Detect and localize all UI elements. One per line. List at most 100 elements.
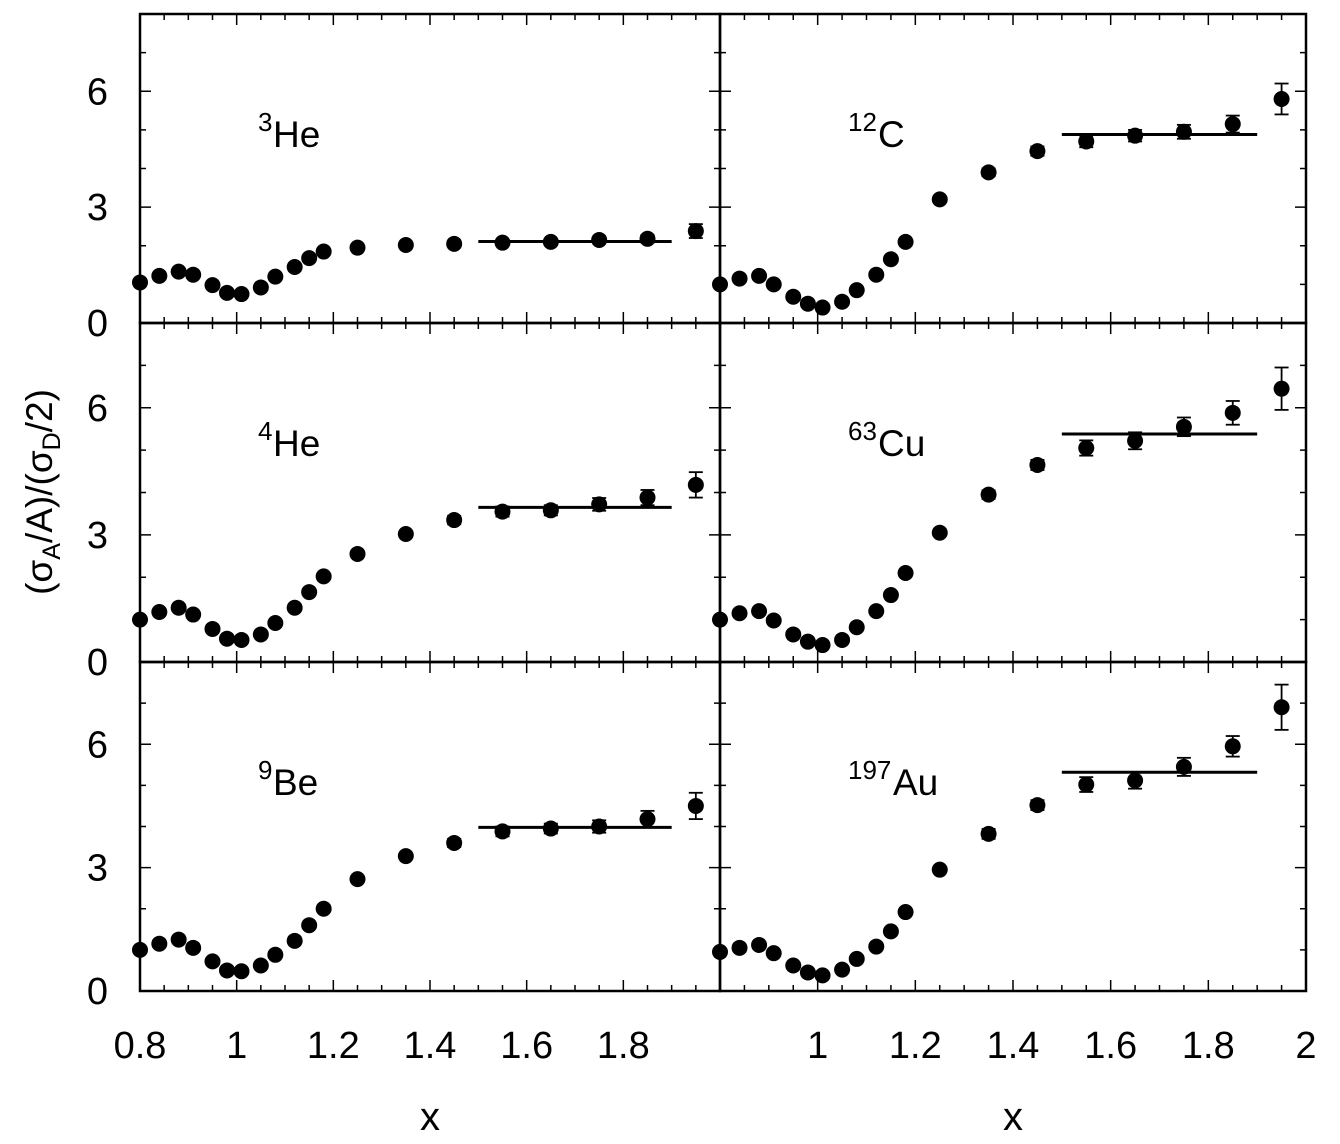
y-axis-label-sub-d: D: [38, 432, 66, 450]
x-axis-label: x: [420, 1095, 440, 1139]
data-point: [687, 223, 704, 240]
data-point: [591, 496, 608, 513]
data-point: [151, 935, 168, 952]
data-point: [185, 266, 202, 283]
nucleus-label: Cu: [878, 423, 925, 464]
data-point: [1078, 133, 1095, 150]
data-point: [170, 263, 187, 280]
data-point: [301, 917, 318, 934]
x-tick-label: 2: [1295, 1025, 1316, 1067]
data-point: [349, 545, 366, 562]
x-tick-label: 0.8: [114, 1025, 167, 1067]
data-point: [799, 964, 816, 981]
data-point: [639, 230, 656, 247]
data-point: [931, 191, 948, 208]
x-tick-label: 1.4: [987, 1025, 1040, 1067]
data-point: [687, 797, 704, 814]
data-point: [848, 950, 865, 967]
data-point: [882, 923, 899, 940]
data-point: [639, 489, 656, 506]
data-point: [252, 279, 269, 296]
data-point: [170, 599, 187, 616]
data-point: [731, 605, 748, 622]
nucleus-mass-number: 12: [848, 107, 877, 137]
data-point: [882, 251, 899, 268]
data-point: [591, 818, 608, 835]
panel-frame: [718, 321, 1308, 664]
data-point: [1078, 776, 1095, 793]
data-point: [233, 963, 250, 980]
data-point: [1175, 418, 1192, 435]
data-point: [1127, 127, 1144, 144]
nucleus-mass-number: 63: [848, 416, 877, 446]
data-point: [814, 967, 831, 984]
data-point: [897, 904, 914, 921]
data-point: [687, 476, 704, 493]
data-point: [1175, 123, 1192, 140]
data-point: [814, 299, 831, 316]
data-point: [897, 233, 914, 250]
data-point: [170, 931, 187, 948]
data-point: [151, 603, 168, 620]
data-point: [494, 823, 511, 840]
data-point: [204, 620, 221, 637]
panel-frame: [138, 12, 722, 325]
y-axis-label-close: /2): [19, 389, 60, 432]
data-point: [591, 231, 608, 248]
data-point: [315, 900, 332, 917]
data-point: [315, 243, 332, 260]
data-point: [204, 277, 221, 294]
data-point: [286, 599, 303, 616]
data-point: [785, 288, 802, 305]
data-point: [233, 286, 250, 303]
data-point: [301, 250, 318, 267]
data-point: [731, 270, 748, 287]
data-point: [542, 820, 559, 837]
data-point: [897, 565, 914, 582]
data-point: [1224, 404, 1241, 421]
data-point: [397, 236, 414, 253]
y-tick-label: 3: [87, 187, 108, 229]
panel-frame: [718, 12, 1308, 325]
data-point: [1175, 758, 1192, 775]
panel-frame: [718, 660, 1308, 993]
data-point: [1273, 380, 1290, 397]
data-point: [785, 626, 802, 643]
data-point: [1224, 116, 1241, 133]
data-point: [980, 164, 997, 181]
x-tick-label: 1.2: [307, 1025, 360, 1067]
y-tick-label: 6: [87, 388, 108, 430]
data-point: [868, 938, 885, 955]
y-tick-label: 3: [87, 515, 108, 557]
nucleus-label: He: [273, 114, 320, 155]
data-point: [931, 524, 948, 541]
data-point: [1127, 772, 1144, 789]
nucleus-label: He: [273, 423, 320, 464]
data-point: [765, 945, 782, 962]
data-point: [349, 239, 366, 256]
data-point: [397, 526, 414, 543]
x-tick-label: 1.2: [889, 1025, 942, 1067]
data-point: [132, 941, 148, 958]
data-point: [868, 603, 885, 620]
data-point: [1224, 738, 1241, 755]
data-point: [233, 631, 250, 648]
data-point: [980, 825, 997, 842]
data-point: [132, 611, 148, 628]
y-axis-label-sub-a: A: [38, 543, 66, 560]
data-point: [446, 834, 463, 851]
panel-frame: [138, 321, 722, 664]
data-point: [542, 502, 559, 519]
data-point: [931, 861, 948, 878]
y-axis-label-mid: /A)/(σ: [19, 450, 60, 543]
data-point: [1029, 456, 1046, 473]
x-tick-label: 1.6: [1084, 1025, 1137, 1067]
data-point: [848, 619, 865, 636]
data-point: [639, 811, 656, 828]
y-tick-label: 3: [87, 848, 108, 890]
y-tick-label: 6: [87, 724, 108, 766]
data-point: [494, 234, 511, 251]
data-point: [834, 961, 851, 978]
data-point: [834, 293, 851, 310]
